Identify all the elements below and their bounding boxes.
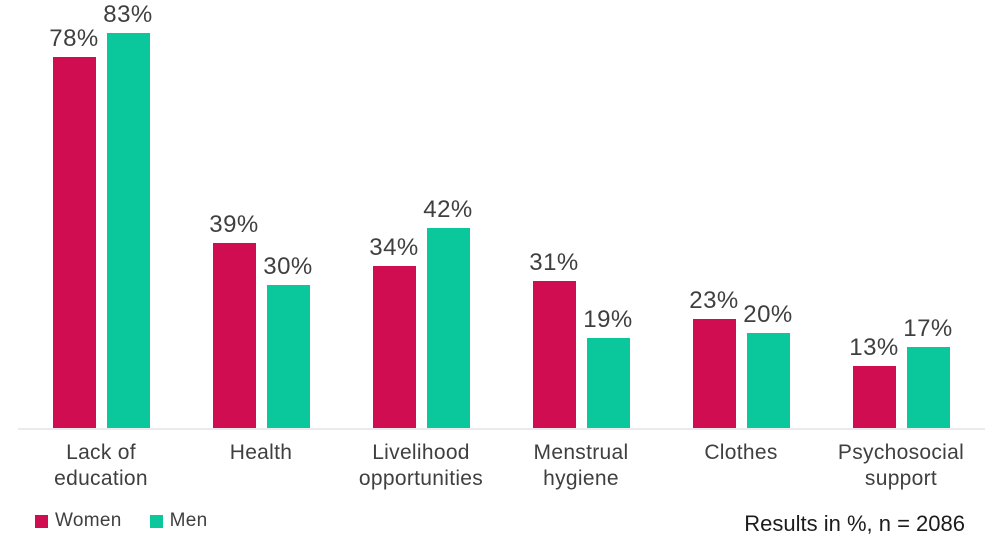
category-label-menstrual-hygiene: Menstrual hygiene (533, 441, 629, 490)
legend: Women Men (35, 510, 208, 532)
plot-area: 78% 83% 39% 30% 34% 42% 31% 19% 23% 20% 13% 17% (21, 0, 981, 428)
bar-women-menstrual-hygiene: 31% (529, 249, 578, 428)
category-axis: Lack of education Health Livelihood opport… (21, 440, 981, 492)
bar-value-label: 31% (529, 249, 579, 276)
legend-swatch-women (35, 514, 48, 528)
legend-item-women: Women (35, 510, 122, 532)
bar-group-health: 39% 30% (181, 0, 341, 428)
bar-group-lack-of-education: 78% 83% (21, 0, 181, 428)
bar-women-lack-of-education: 78% (49, 25, 98, 428)
bar-women-health: 39% (209, 211, 258, 428)
category-label-health: Health (229, 441, 293, 464)
bar-group-menstrual-hygiene: 31% 19% (501, 0, 661, 428)
bar-value-label: 13% (849, 334, 899, 361)
bar-value-label: 19% (583, 306, 633, 333)
legend-item-men: Men (149, 510, 208, 532)
legend-swatch-men (149, 514, 163, 528)
bar-group-clothes: 23% 20% (661, 0, 821, 428)
bar-women-clothes: 23% (689, 287, 738, 428)
results-note: Results in %, n = 2086 (744, 511, 965, 536)
category-label-clothes: Clothes (704, 441, 778, 464)
bar-value-label: 34% (369, 234, 419, 261)
bar-group-psychosocial-support: 13% 17% (821, 0, 981, 428)
bar-value-label: 20% (743, 301, 793, 328)
bar-women-psychosocial-support: 13% (849, 334, 898, 428)
bar-men-psychosocial-support: 17% (903, 315, 952, 428)
bar-men-health: 30% (263, 253, 312, 428)
bar-value-label: 42% (423, 196, 473, 223)
bar-value-label: 78% (49, 25, 99, 52)
bar-value-label: 83% (103, 1, 153, 28)
category-label-psychosocial-support: Psychosocial support (837, 441, 965, 490)
bar-value-label: 17% (903, 315, 953, 342)
category-label-livelihood-opportunities: Livelihood opportunities (358, 441, 484, 490)
bar-men-clothes: 20% (743, 301, 792, 428)
bar-group-livelihood-opportunities: 34% 42% (341, 0, 501, 428)
bar-men-lack-of-education: 83% (103, 1, 152, 428)
bar-value-label: 30% (263, 253, 313, 280)
bar-men-livelihood-opportunities: 42% (423, 196, 472, 428)
category-label-lack-of-education: Lack of education (54, 441, 148, 490)
legend-label-men: Men (169, 510, 208, 531)
bar-value-label: 23% (689, 287, 739, 314)
bar-women-livelihood-opportunities: 34% (369, 234, 418, 428)
legend-label-women: Women (55, 510, 122, 531)
bar-value-label: 39% (209, 211, 259, 238)
bar-men-menstrual-hygiene: 19% (583, 306, 632, 428)
x-axis-line (18, 428, 985, 430)
